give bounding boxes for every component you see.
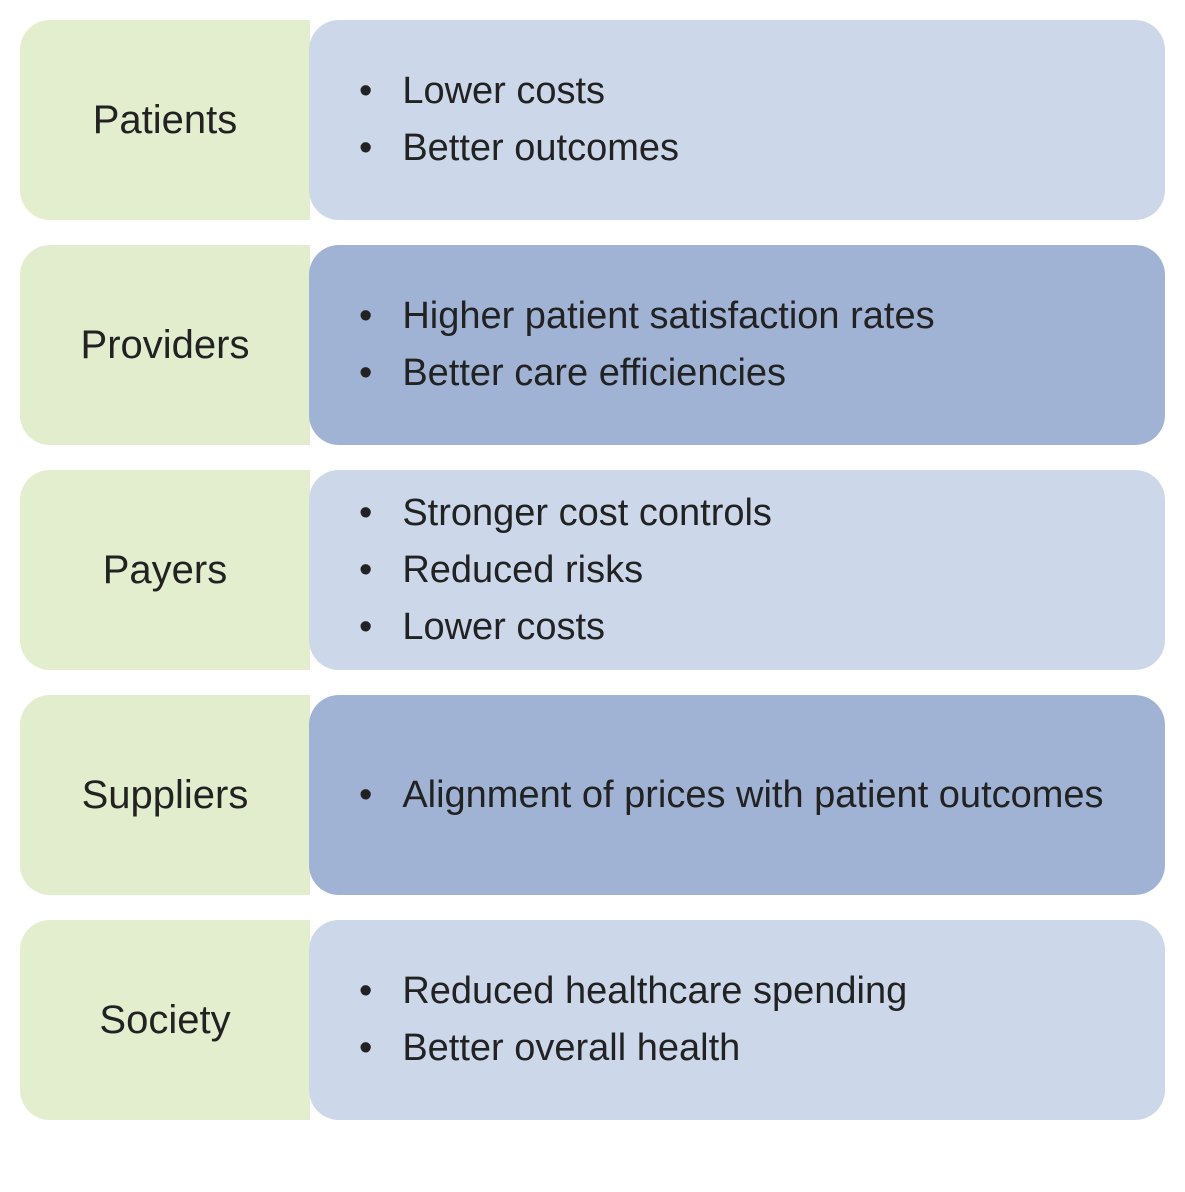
stakeholder-row: Society • Reduced healthcare spending • Bett… (20, 920, 1165, 1120)
stakeholder-label: Suppliers (20, 695, 310, 895)
benefit-item: • Better outcomes (359, 120, 1125, 177)
bullet-icon: • (359, 288, 372, 345)
stakeholder-benefits: • Alignment of prices with patient outcom… (309, 695, 1165, 895)
benefit-item: • Better overall health (359, 1020, 1125, 1077)
stakeholder-benefits: • Stronger cost controls • Reduced risks • Lo… (309, 470, 1165, 670)
stakeholder-label: Providers (20, 245, 310, 445)
stakeholder-label: Payers (20, 470, 310, 670)
stakeholder-row: Providers • Higher patient satisfaction ra… (20, 245, 1165, 445)
bullet-icon: • (359, 599, 372, 656)
benefit-text: Better outcomes (402, 120, 679, 177)
benefit-text: Lower costs (402, 63, 605, 120)
stakeholder-row: Payers • Stronger cost controls • Reduced ri… (20, 470, 1165, 670)
stakeholder-row: Patients • Lower costs • Better outcomes (20, 20, 1165, 220)
bullet-icon: • (359, 1020, 372, 1077)
benefit-text: Reduced healthcare spending (402, 963, 907, 1020)
benefit-item: • Lower costs (359, 599, 1125, 656)
bullet-icon: • (359, 63, 372, 120)
bullet-icon: • (359, 485, 372, 542)
bullet-icon: • (359, 120, 372, 177)
benefit-text: Better care efficiencies (402, 345, 786, 402)
benefit-item: • Lower costs (359, 63, 1125, 120)
benefit-text: Higher patient satisfaction rates (402, 288, 934, 345)
benefit-text: Alignment of prices with patient outcome… (402, 767, 1103, 824)
benefit-item: • Alignment of prices with patient outcom… (359, 767, 1125, 824)
benefit-item: • Reduced healthcare spending (359, 963, 1125, 1020)
benefit-item: • Reduced risks (359, 542, 1125, 599)
bullet-icon: • (359, 345, 372, 402)
stakeholder-benefits: • Higher patient satisfaction rates • Bette… (309, 245, 1165, 445)
stakeholder-label: Patients (20, 20, 310, 220)
benefit-item: • Better care efficiencies (359, 345, 1125, 402)
bullet-icon: • (359, 963, 372, 1020)
stakeholder-benefits: • Reduced healthcare spending • Better over… (309, 920, 1165, 1120)
bullet-icon: • (359, 542, 372, 599)
benefit-item: • Stronger cost controls (359, 485, 1125, 542)
benefit-text: Lower costs (402, 599, 605, 656)
benefit-text: Better overall health (402, 1020, 740, 1077)
benefit-item: • Higher patient satisfaction rates (359, 288, 1125, 345)
benefit-text: Reduced risks (402, 542, 643, 599)
benefit-text: Stronger cost controls (402, 485, 772, 542)
stakeholder-row: Suppliers • Alignment of prices with patie… (20, 695, 1165, 895)
bullet-icon: • (359, 767, 372, 824)
stakeholder-label: Society (20, 920, 310, 1120)
stakeholder-infographic: Patients • Lower costs • Better outcomes Prov… (20, 20, 1165, 1120)
stakeholder-benefits: • Lower costs • Better outcomes (309, 20, 1165, 220)
